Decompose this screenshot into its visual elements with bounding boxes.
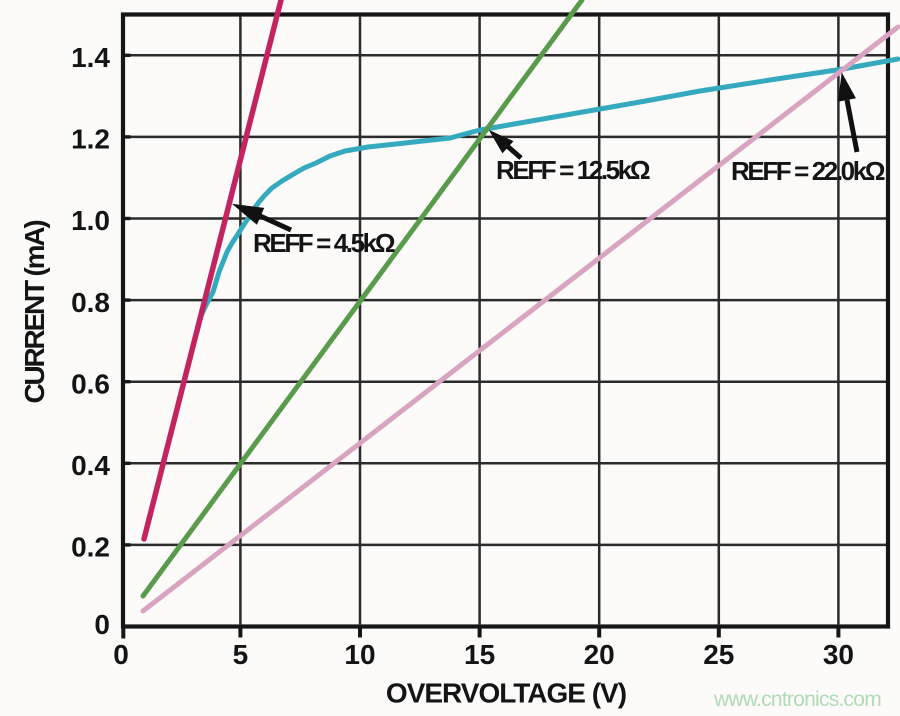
svg-text:20: 20 — [584, 639, 615, 670]
svg-text:REFF = 4.5kΩ: REFF = 4.5kΩ — [253, 228, 395, 258]
svg-text:0.8: 0.8 — [71, 287, 110, 318]
svg-text:5: 5 — [233, 639, 249, 670]
svg-text:1.0: 1.0 — [71, 205, 110, 236]
svg-text:0.4: 0.4 — [71, 450, 110, 481]
svg-text:REFF = 12.5kΩ: REFF = 12.5kΩ — [496, 155, 650, 185]
svg-text:25: 25 — [703, 639, 734, 670]
svg-text:0: 0 — [113, 639, 129, 670]
svg-text:0: 0 — [94, 609, 110, 640]
svg-text:15: 15 — [464, 639, 495, 670]
svg-text:0.6: 0.6 — [71, 368, 110, 399]
svg-text:1.4: 1.4 — [71, 42, 110, 73]
svg-text:CURRENT (mA): CURRENT (mA) — [19, 221, 50, 404]
svg-text:REFF = 22.0kΩ: REFF = 22.0kΩ — [731, 156, 885, 186]
svg-text:30: 30 — [823, 639, 854, 670]
svg-text:0.2: 0.2 — [71, 532, 110, 563]
svg-text:10: 10 — [344, 639, 375, 670]
svg-text:www.cntronics.com: www.cntronics.com — [713, 688, 881, 711]
svg-text:1.2: 1.2 — [71, 124, 110, 155]
svg-text:OVERVOLTAGE (V): OVERVOLTAGE (V) — [386, 678, 626, 709]
